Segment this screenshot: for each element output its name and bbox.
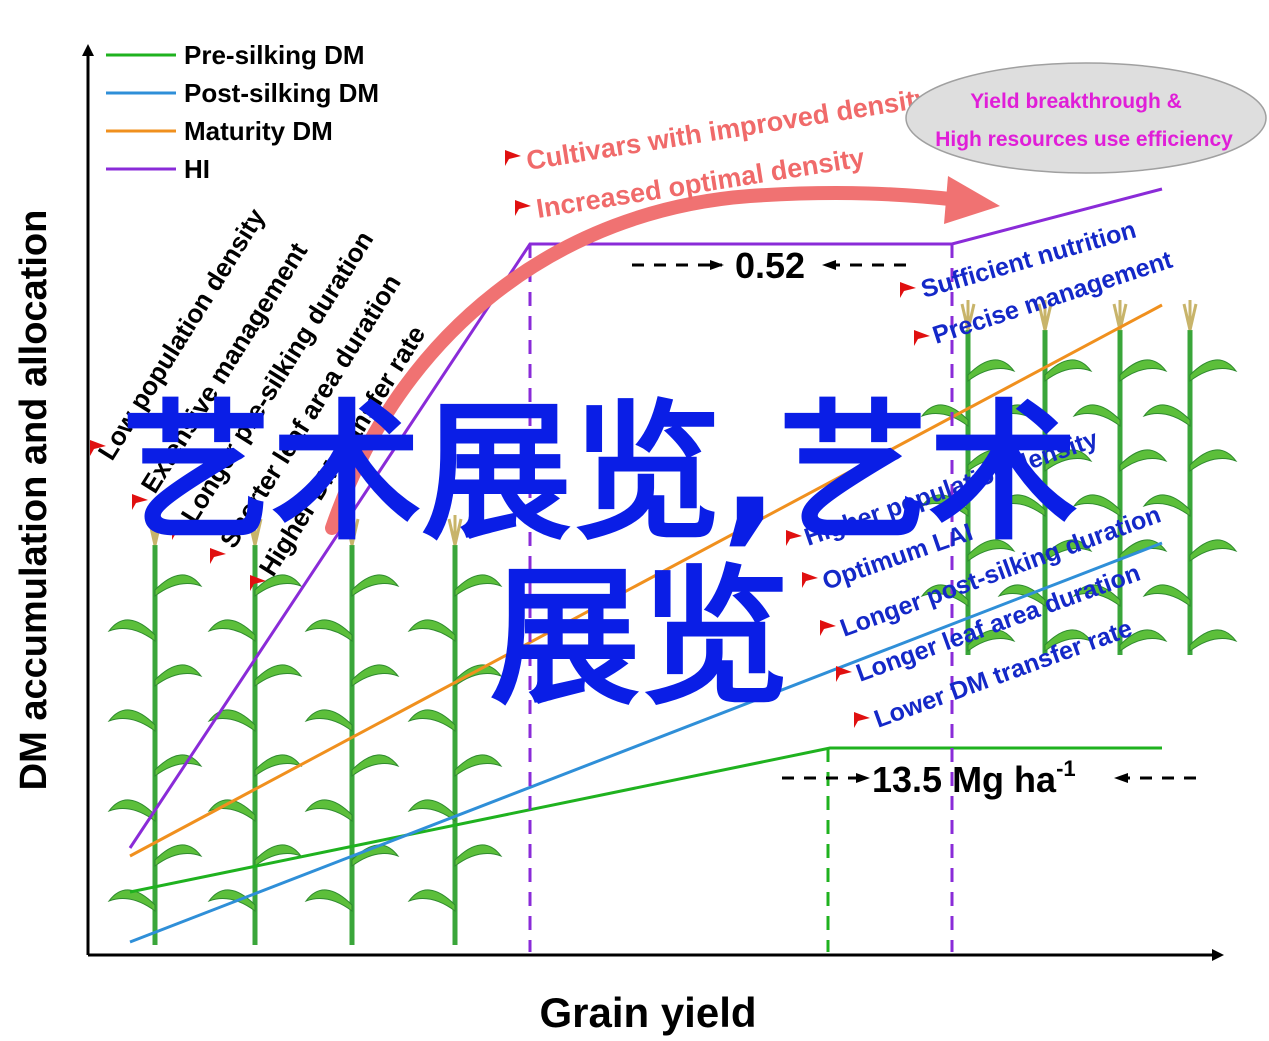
corn-plant	[304, 515, 400, 945]
ellipse-line-2: High resources use efficiency	[935, 128, 1233, 151]
ellipse-line-1: Yield breakthrough &	[970, 90, 1182, 113]
legend: Pre-silking DM Post-silking DM Maturity …	[106, 40, 379, 184]
legend-label-maturity: Maturity DM	[184, 116, 333, 146]
corn-plant	[920, 300, 1016, 655]
hi-line	[128, 187, 1163, 849]
legend-label-hi: HI	[184, 154, 210, 184]
yield-gap-indicator: 13.5 Mg ha-1	[782, 756, 1196, 800]
yield-breakthrough-ellipse: Yield breakthrough & High resources use …	[905, 62, 1267, 174]
right-factors-top: Sufficient nutrition Precise management	[900, 216, 1176, 350]
pre-silking-dm-line	[129, 746, 1162, 894]
improvement-arrow	[325, 176, 1000, 535]
legend-label-post-silking: Post-silking DM	[184, 78, 379, 108]
guide-lines	[528, 244, 954, 952]
corn-plant	[997, 300, 1093, 655]
x-axis-label: Grain yield	[539, 989, 756, 1036]
hi-gap-label: 0.52	[735, 245, 805, 286]
hi-gap-indicator: 0.52	[632, 245, 906, 286]
axes	[82, 44, 1224, 961]
yield-gap-label: 13.5 Mg ha-1	[872, 756, 1076, 800]
corn-plant	[207, 515, 303, 945]
corn-plant	[107, 515, 203, 945]
legend-label-pre-silking: Pre-silking DM	[184, 40, 365, 70]
y-axis-label: DM accumulation and allocation	[13, 210, 55, 791]
corn-plant	[407, 515, 503, 945]
watermark: 艺术展览,艺术 展览	[122, 387, 1079, 726]
dm-lines	[128, 187, 1163, 944]
maturity-dm-line	[129, 303, 1163, 858]
corn-plant	[1142, 300, 1238, 655]
watermark-line-2: 展览	[490, 552, 790, 726]
watermark-line-1: 艺术展览,艺术	[122, 387, 1079, 561]
post-silking-dm-line	[129, 541, 1163, 944]
